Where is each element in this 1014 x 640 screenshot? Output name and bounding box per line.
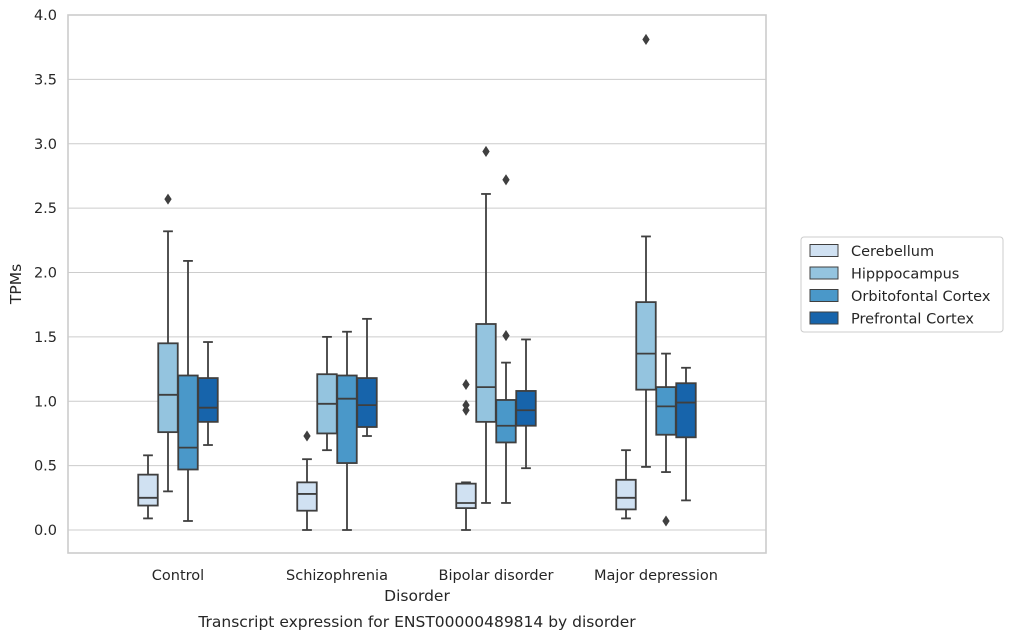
box-iqr (157, 342, 179, 434)
x-axis-label: Disorder (384, 587, 450, 605)
y-tick-label: 1.5 (34, 330, 57, 346)
outlier-point (662, 515, 670, 527)
box-prefrontal-cortex-3 (675, 366, 697, 502)
y-tick-label: 4.0 (34, 8, 57, 24)
legend-swatch (809, 266, 839, 280)
legend-label: Cerebellum (851, 244, 934, 260)
y-tick-label: 0.5 (34, 459, 57, 475)
box-orbitofontal-cortex-0 (177, 260, 199, 522)
y-tick-label: 3.0 (34, 137, 57, 153)
box-hipppocampus-3 (635, 33, 657, 468)
outlier-point (482, 145, 490, 158)
box-orbitofontal-cortex-1 (336, 330, 358, 531)
box-cerebellum-3 (615, 449, 637, 520)
outlier-point (502, 330, 510, 342)
y-tick-labels: 0.0 0.5 1.0 1.5 2.0 2.5 3.0 3.5 4.0 (34, 8, 57, 539)
outlier-point (462, 378, 470, 391)
outlier-point (164, 193, 172, 205)
box-iqr (675, 382, 697, 439)
box-cerebellum-2 (455, 378, 477, 531)
y-tick-label: 3.5 (34, 72, 57, 88)
chart-caption: Transcript expression for ENST0000048981… (197, 613, 636, 631)
box-iqr (177, 374, 199, 471)
box-iqr (655, 386, 677, 436)
boxes-layer (137, 33, 697, 531)
box-cerebellum-1 (296, 430, 318, 531)
legend-swatch (809, 289, 839, 302)
box-iqr (635, 301, 657, 391)
x-tick-label: Bipolar disorder (439, 568, 554, 584)
plot-area-frame (67, 14, 767, 554)
y-tick-label: 1.0 (34, 394, 57, 410)
x-tick-label: Schizophrenia (286, 568, 388, 584)
legend-label: Prefrontal Cortex (851, 312, 974, 328)
box-iqr (336, 374, 358, 464)
box-prefrontal-cortex-2 (515, 338, 537, 470)
box-iqr (495, 399, 517, 444)
x-tick-labels: Control Schizophrenia Bipolar disorder Majo… (152, 568, 718, 584)
box-iqr (615, 478, 637, 511)
box-iqr (475, 323, 497, 423)
box-orbitofontal-cortex-3 (655, 352, 677, 527)
legend-swatch (809, 244, 839, 257)
box-iqr (356, 377, 378, 428)
box-prefrontal-cortex-0 (197, 341, 219, 446)
y-tick-label: 2.0 (34, 266, 57, 282)
outlier-point (642, 33, 650, 46)
legend-label: Hipppocampus (851, 267, 959, 283)
x-tick-label: Control (152, 568, 204, 584)
y-tick-label: 2.5 (34, 201, 57, 217)
legend-label: Orbitofontal Cortex (851, 289, 991, 305)
box-hipppocampus-1 (316, 335, 338, 452)
box-iqr (296, 481, 318, 512)
outlier-point (462, 399, 470, 411)
y-tick-label: 0.0 (34, 523, 57, 539)
outlier-point (303, 430, 311, 442)
box-iqr (197, 377, 219, 423)
legend: Cerebellum Hipppocampus Orbitofontal Corte… (800, 236, 1004, 333)
box-iqr (515, 390, 537, 427)
box-prefrontal-cortex-1 (356, 317, 378, 437)
box-orbitofontal-cortex-2 (495, 174, 517, 504)
legend-swatch (809, 311, 839, 325)
box-cerebellum-0 (137, 454, 159, 520)
box-iqr (455, 482, 477, 510)
outlier-point (502, 174, 510, 186)
box-hipppocampus-2 (475, 145, 497, 504)
x-tick-label: Major depression (594, 568, 718, 584)
legend-frame (800, 236, 1004, 333)
y-axis-label: TPMs (7, 264, 25, 305)
box-iqr (137, 473, 159, 507)
